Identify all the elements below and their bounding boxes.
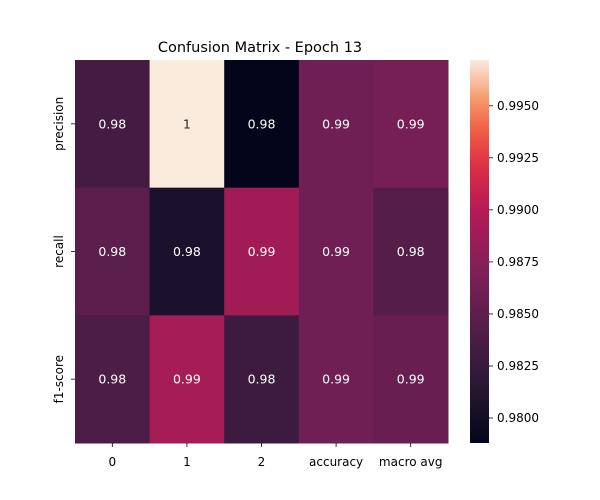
- y-tick-label: precision: [52, 97, 66, 151]
- heatmap-cell: [149, 315, 225, 444]
- heatmap-cell: [224, 60, 300, 189]
- colorbar-tick-label: 0.9900: [497, 203, 539, 217]
- x-tick-label: accuracy: [309, 455, 363, 469]
- heatmap-cell: [75, 60, 151, 189]
- chart-title: Confusion Matrix - Epoch 13: [158, 40, 362, 56]
- y-tick-label: recall: [52, 235, 66, 268]
- colorbar: [470, 60, 489, 443]
- cell-value-label: 0.99: [248, 244, 276, 259]
- colorbar-tick-label: 0.9800: [497, 411, 539, 425]
- colorbar-ticks: 0.9800 0.9825 0.9850 0.9875 0.9900 0.9925 0.99…: [489, 99, 539, 425]
- heatmap-cell: [298, 315, 374, 444]
- cell-value-label: 0.99: [397, 116, 425, 131]
- x-axis: 0 1 2 accuracy macro avg: [108, 443, 442, 469]
- x-tick-label: 0: [108, 455, 116, 469]
- heatmap-cell: [298, 187, 374, 316]
- colorbar-tick-label: 0.9875: [497, 255, 539, 269]
- heatmap-cells: 0.98 1 0.98 0.99 0.99 0.98 0.98 0.99 0.99 0.98 0.9…: [75, 60, 449, 444]
- y-axis: precision recall f1-score: [52, 97, 75, 403]
- cell-value-label: 0.98: [98, 116, 126, 131]
- colorbar-tick-label: 0.9850: [497, 307, 539, 321]
- cell-value-label: 0.98: [98, 244, 126, 259]
- x-tick-label: 1: [183, 455, 191, 469]
- heatmap-cell: [373, 60, 449, 189]
- cell-value-label: 0.99: [322, 116, 350, 131]
- cell-value-label: 0.98: [173, 244, 201, 259]
- cell-value-label: 0.98: [248, 116, 276, 131]
- heatmap-cell: [149, 60, 225, 189]
- colorbar-tick-label: 0.9950: [497, 99, 539, 113]
- heatmap-cell: [224, 187, 300, 316]
- heatmap-cell: [75, 187, 151, 316]
- cell-value-label: 0.99: [397, 372, 425, 387]
- heatmap-cell: [298, 60, 374, 189]
- cell-value-label: 0.98: [98, 372, 126, 387]
- y-tick-label: f1-score: [52, 355, 66, 403]
- cell-value-label: 0.99: [322, 244, 350, 259]
- cell-value-label: 0.98: [397, 244, 425, 259]
- heatmap-cell: [373, 315, 449, 444]
- x-tick-label: 2: [258, 455, 266, 469]
- cell-value-label: 0.99: [173, 372, 201, 387]
- heatmap-cell: [224, 315, 300, 444]
- x-tick-label: macro avg: [379, 455, 443, 469]
- cell-value-label: 0.99: [322, 372, 350, 387]
- cell-value-label: 1: [183, 116, 191, 131]
- cell-value-label: 0.98: [248, 372, 276, 387]
- heatmap-cell: [75, 315, 151, 444]
- colorbar-tick-label: 0.9925: [497, 151, 539, 165]
- heatmap-cell: [149, 187, 225, 316]
- colorbar-tick-label: 0.9825: [497, 359, 539, 373]
- heatmap-cell: [373, 187, 449, 316]
